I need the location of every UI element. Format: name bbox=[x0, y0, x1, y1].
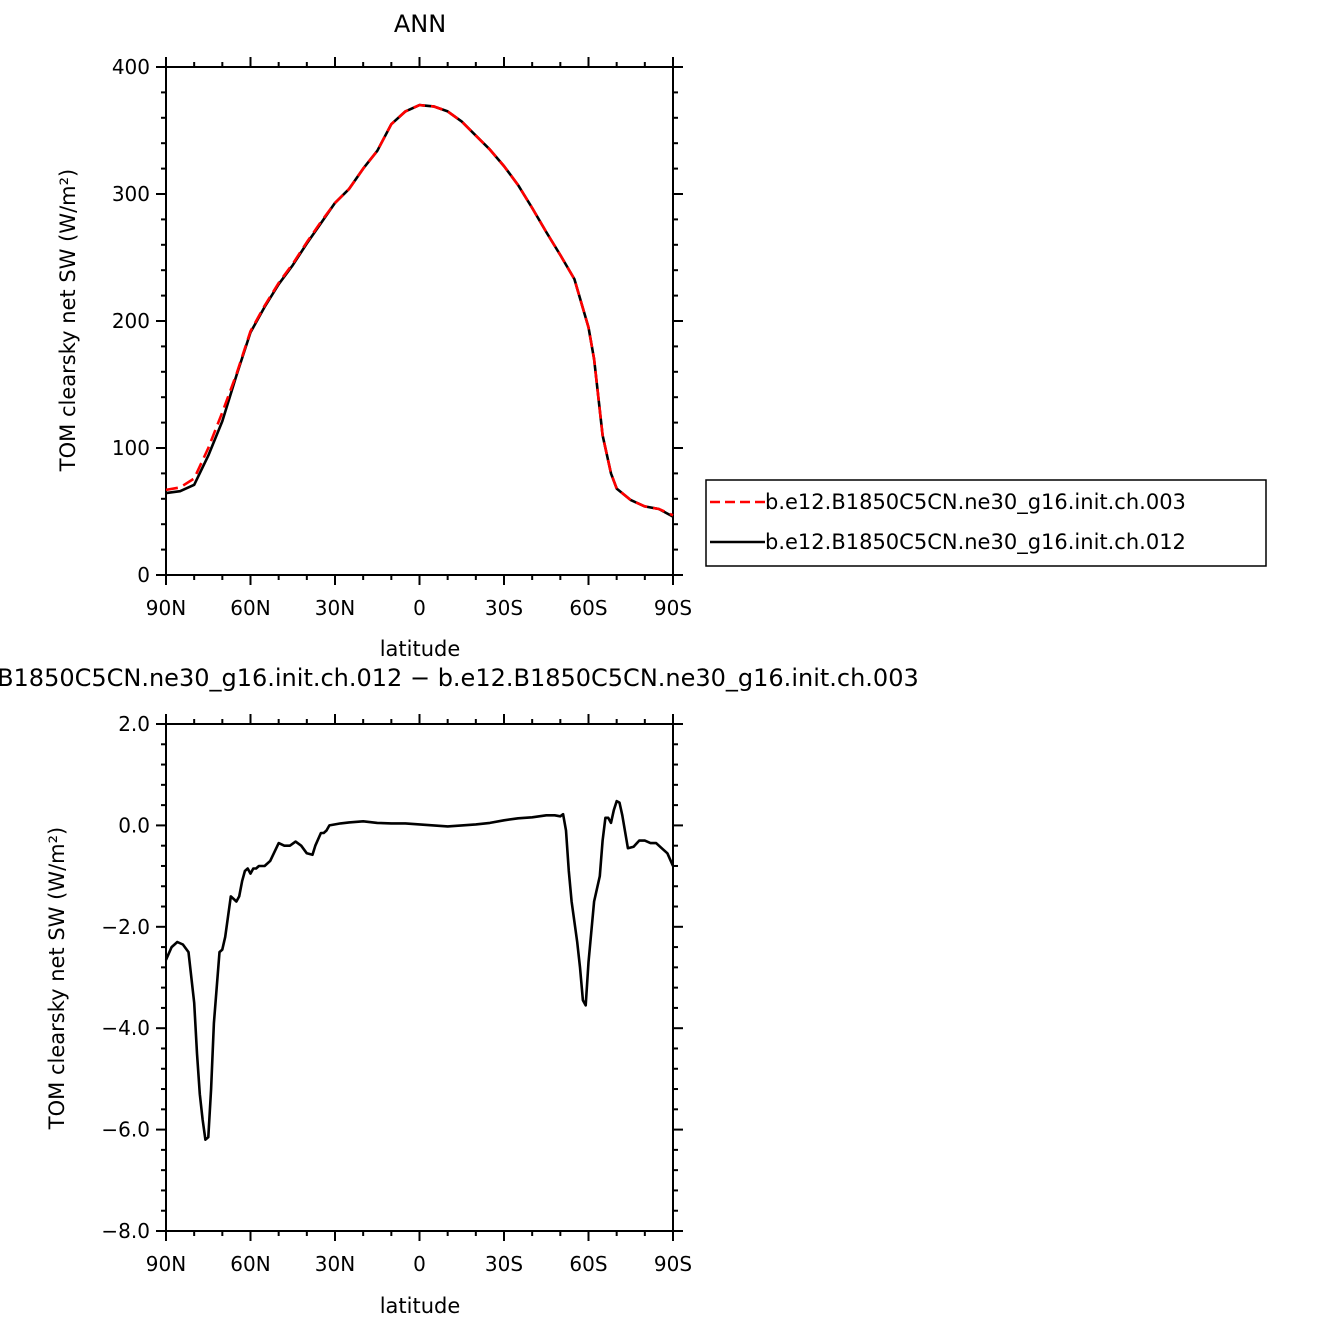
top-x-tick-label: 90N bbox=[146, 596, 186, 620]
top-plot-area: 90N 60N 30N 0 30S 60S 90S 0 100 200 300 400 bbox=[112, 55, 692, 620]
legend: b.e12.B1850C5CN.ne30_g16.init.ch.003 b.e… bbox=[705, 479, 1267, 567]
top-x-tick-label: 60S bbox=[569, 596, 607, 620]
top-plot-frame bbox=[165, 66, 674, 576]
top-chart-title: ANN bbox=[394, 10, 446, 38]
bottom-x-tick-label: 60S bbox=[569, 1252, 607, 1276]
top-y-tick-label: 0 bbox=[137, 563, 150, 587]
top-x-tick-label: 30N bbox=[315, 596, 355, 620]
legend-label-series-2: b.e12.B1850C5CN.ne30_g16.init.ch.012 bbox=[765, 530, 1186, 555]
top-y-tick-label: 200 bbox=[112, 309, 150, 333]
bottom-x-tick-label: 0 bbox=[413, 1252, 426, 1276]
bottom-x-axis-label: latitude bbox=[380, 1294, 461, 1318]
bottom-plot-area: 90N 60N 30N 0 30S 60S 90S 2.0 0.0 −2.0 −4.0 −6.0 −8.… bbox=[101, 712, 692, 1276]
legend-box bbox=[705, 479, 1267, 567]
bottom-x-tick-label: 30N bbox=[315, 1252, 355, 1276]
bottom-chart-title: b.e12.B1850C5CN.ne30_g16.init.ch.012 − b… bbox=[0, 664, 919, 692]
bottom-x-tick-label: 90N bbox=[146, 1252, 186, 1276]
bottom-x-tick-label: 90S bbox=[654, 1252, 692, 1276]
top-x-tick-label: 0 bbox=[413, 596, 426, 620]
top-panel: ANN TOM clearsky net SW (W/m²) latitude … bbox=[56, 10, 1267, 661]
bottom-series-line-1 bbox=[164, 799, 675, 1141]
bottom-x-tick-label: 30S bbox=[485, 1252, 523, 1276]
bottom-y-tick-label: 0.0 bbox=[118, 813, 150, 837]
bottom-plot-frame bbox=[165, 723, 674, 1232]
top-y-tick-label: 300 bbox=[112, 182, 150, 206]
bottom-y-tick-label: −4.0 bbox=[101, 1016, 150, 1040]
bottom-x-tick-label: 60N bbox=[230, 1252, 270, 1276]
top-x-tick-label: 90S bbox=[654, 596, 692, 620]
top-y-tick-label: 100 bbox=[112, 436, 150, 460]
bottom-panel: b.e12.B1850C5CN.ne30_g16.init.ch.012 − b… bbox=[0, 664, 919, 1318]
bottom-y-axis-label: TOM clearsky net SW (W/m²) bbox=[45, 827, 69, 1130]
top-x-tick-label: 60N bbox=[230, 596, 270, 620]
bottom-y-tick-label: −8.0 bbox=[101, 1219, 150, 1243]
top-y-tick-label: 400 bbox=[112, 55, 150, 79]
bottom-y-tick-label: −6.0 bbox=[101, 1118, 150, 1142]
top-y-axis-label: TOM clearsky net SW (W/m²) bbox=[56, 169, 80, 472]
top-series-line-2 bbox=[165, 103, 674, 518]
top-series-line-1 bbox=[165, 103, 674, 517]
bottom-y-tick-label: −2.0 bbox=[101, 915, 150, 939]
legend-label-series-1: b.e12.B1850C5CN.ne30_g16.init.ch.003 bbox=[765, 490, 1186, 515]
top-x-tick-label: 30S bbox=[485, 596, 523, 620]
top-x-axis-label: latitude bbox=[380, 637, 461, 661]
bottom-y-tick-label: 2.0 bbox=[118, 712, 150, 736]
